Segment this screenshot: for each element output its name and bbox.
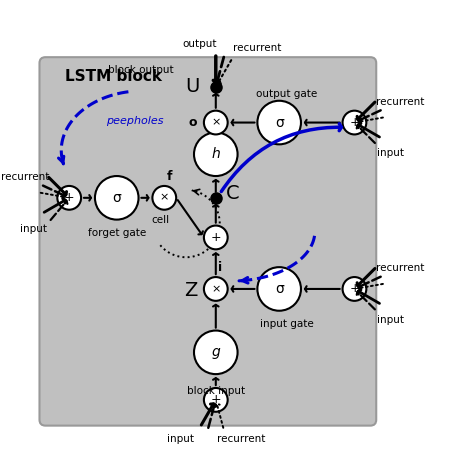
Text: block output: block output (108, 65, 173, 75)
Text: input: input (377, 148, 403, 158)
Circle shape (204, 225, 228, 250)
Text: g: g (211, 345, 220, 359)
Circle shape (204, 277, 228, 301)
Text: recurrent: recurrent (218, 433, 266, 444)
Text: recurrent: recurrent (376, 97, 424, 106)
Text: forget gate: forget gate (88, 227, 146, 238)
Circle shape (194, 331, 237, 374)
Text: recurrent: recurrent (1, 172, 50, 182)
Text: ×: × (160, 193, 169, 203)
Text: block input: block input (187, 386, 245, 396)
FancyBboxPatch shape (39, 57, 376, 425)
Text: C: C (226, 184, 239, 203)
Text: i: i (218, 261, 222, 274)
Text: input: input (20, 224, 47, 233)
Text: input gate: input gate (260, 319, 314, 329)
Circle shape (194, 132, 237, 176)
Text: ×: × (211, 284, 220, 294)
Circle shape (204, 111, 228, 134)
Text: peepholes: peepholes (106, 116, 164, 125)
Text: o: o (188, 116, 197, 129)
Text: output: output (182, 39, 217, 49)
Text: LSTM block: LSTM block (65, 69, 162, 84)
Text: Z: Z (184, 282, 198, 300)
Text: σ: σ (275, 282, 283, 296)
Circle shape (153, 186, 176, 210)
Circle shape (204, 388, 228, 412)
Circle shape (257, 267, 301, 311)
Text: +: + (349, 282, 360, 295)
Text: σ: σ (275, 116, 283, 130)
Text: +: + (210, 231, 221, 244)
Text: +: + (64, 191, 74, 204)
Text: input: input (167, 433, 194, 444)
Text: U: U (185, 77, 200, 96)
Text: +: + (210, 394, 221, 407)
Text: h: h (211, 147, 220, 161)
Text: output gate: output gate (256, 89, 318, 99)
Circle shape (57, 186, 81, 210)
Circle shape (95, 176, 138, 219)
Circle shape (343, 111, 366, 134)
Text: recurrent: recurrent (376, 263, 424, 273)
Circle shape (257, 101, 301, 144)
Text: +: + (349, 116, 360, 129)
Text: ×: × (211, 118, 220, 127)
Text: f: f (166, 170, 172, 183)
Text: cell: cell (151, 215, 169, 225)
Text: σ: σ (112, 191, 121, 205)
Text: input: input (377, 315, 403, 325)
Circle shape (343, 277, 366, 301)
Text: recurrent: recurrent (233, 43, 282, 53)
